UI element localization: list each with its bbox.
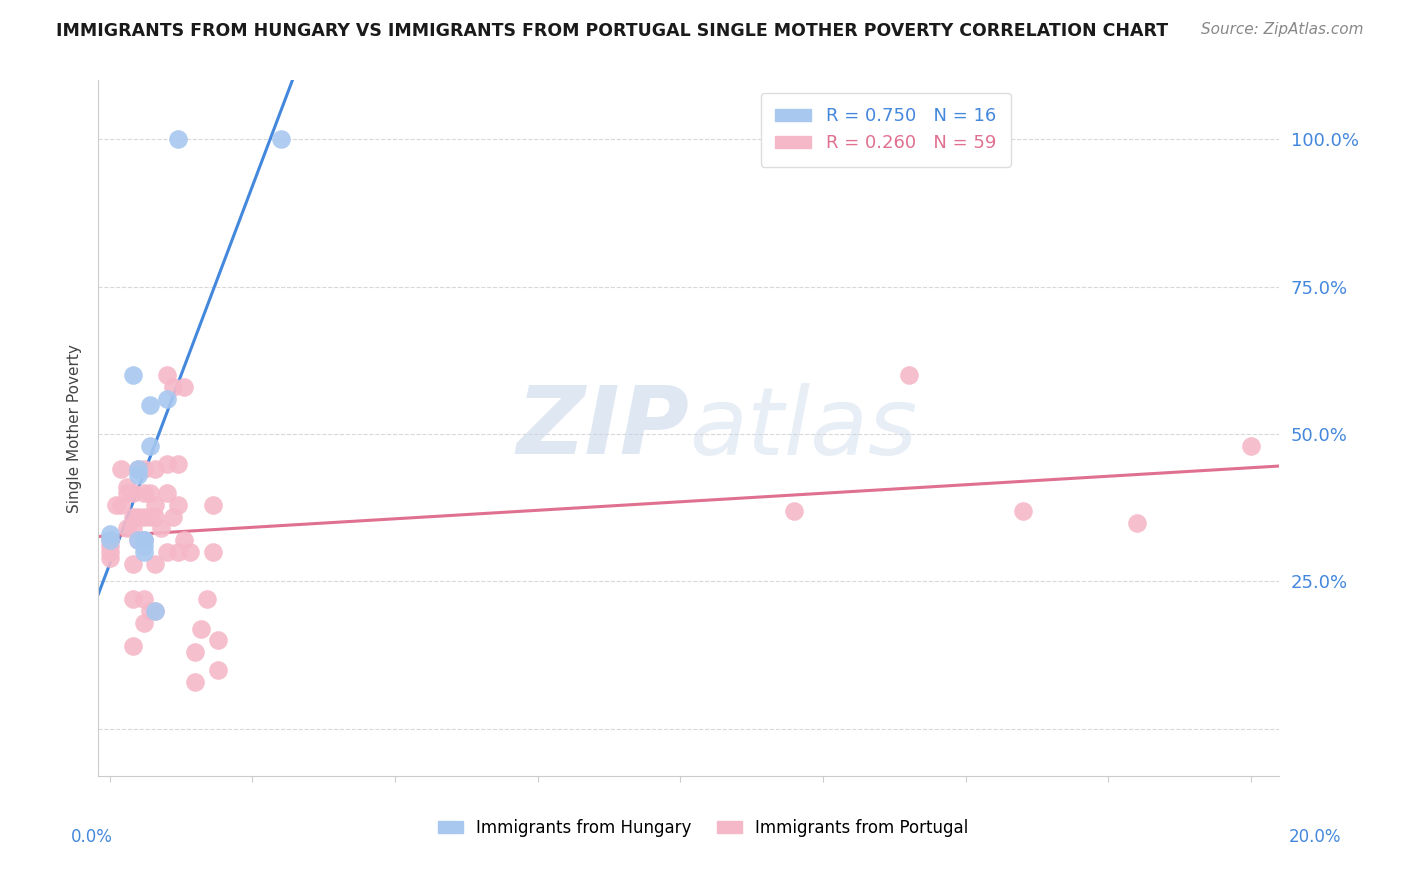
Point [132,509,155,524]
Point [115,486,138,500]
Point [145,557,167,571]
Point [132,462,155,476]
Point [110,498,132,512]
Point [145,498,167,512]
Point [110,462,132,476]
Point [115,521,138,535]
Point [132,545,155,559]
Point [201,545,224,559]
Point [139,604,162,618]
Point [150,521,173,535]
Point [897,368,920,383]
Point [145,604,167,618]
Legend: Immigrants from Hungary, Immigrants from Portugal: Immigrants from Hungary, Immigrants from… [432,813,974,844]
Text: 0.0%: 0.0% [70,828,112,846]
Point [173,533,195,548]
Point [121,521,143,535]
Point [173,380,195,394]
Point [98,550,121,565]
Point [121,486,143,500]
Point [115,480,138,494]
Point [1126,516,1149,530]
Point [98,533,121,548]
Point [132,533,155,548]
Point [132,533,155,548]
Y-axis label: Single Mother Poverty: Single Mother Poverty [67,343,83,513]
Point [127,509,149,524]
Point [132,533,155,548]
Point [207,633,229,648]
Point [167,498,190,512]
Point [139,486,162,500]
Point [98,527,121,541]
Point [98,539,121,553]
Point [98,545,121,559]
Point [1240,439,1263,453]
Point [132,592,155,607]
Point [167,545,190,559]
Text: ZIP: ZIP [516,382,689,475]
Point [121,368,143,383]
Point [156,368,179,383]
Point [104,498,127,512]
Point [201,498,224,512]
Point [98,533,121,548]
Point [127,468,149,483]
Point [121,640,143,654]
Point [184,674,207,689]
Point [139,509,162,524]
Point [156,545,179,559]
Point [139,398,162,412]
Point [156,457,179,471]
Point [156,392,179,406]
Point [184,645,207,659]
Point [1011,504,1033,518]
Point [127,462,149,476]
Point [179,545,201,559]
Point [121,592,143,607]
Point [132,486,155,500]
Legend: R = 0.750   N = 16, R = 0.260   N = 59: R = 0.750 N = 16, R = 0.260 N = 59 [761,93,1011,167]
Point [783,504,806,518]
Point [139,439,162,453]
Point [127,533,149,548]
Point [162,380,184,394]
Point [132,539,155,553]
Point [145,462,167,476]
Text: IMMIGRANTS FROM HUNGARY VS IMMIGRANTS FROM PORTUGAL SINGLE MOTHER POVERTY CORREL: IMMIGRANTS FROM HUNGARY VS IMMIGRANTS FR… [56,22,1168,40]
Point [195,592,218,607]
Point [121,509,143,524]
Point [156,486,179,500]
Point [127,533,149,548]
Point [207,663,229,677]
Point [145,604,167,618]
Text: 20.0%: 20.0% [1288,828,1341,846]
Point [190,622,212,636]
Point [127,462,149,476]
Point [121,557,143,571]
Point [167,457,190,471]
Text: atlas: atlas [689,383,917,474]
Point [145,509,167,524]
Point [270,132,292,146]
Point [162,509,184,524]
Point [132,615,155,630]
Text: Source: ZipAtlas.com: Source: ZipAtlas.com [1201,22,1364,37]
Point [167,132,190,146]
